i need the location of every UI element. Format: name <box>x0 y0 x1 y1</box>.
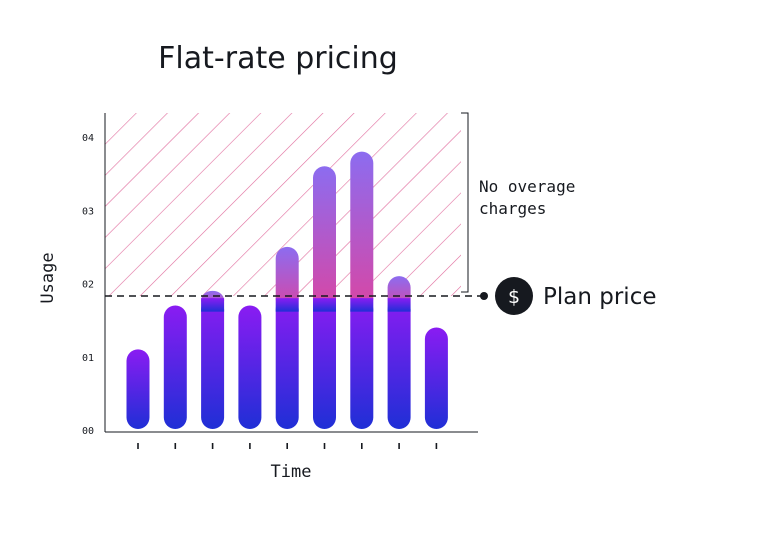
chart-title: Flat-rate pricing <box>158 41 398 76</box>
x-axis-label: Time <box>271 462 312 482</box>
bar <box>387 298 411 429</box>
bar <box>313 298 336 429</box>
bar <box>126 349 150 429</box>
bar-join <box>350 298 374 312</box>
bar <box>163 305 187 429</box>
y-axis-label: Usage <box>38 252 58 303</box>
plan-price-label: Plan price <box>543 284 656 310</box>
overage-bracket <box>461 112 469 293</box>
bar-join <box>275 298 299 312</box>
plan-price-line-end-dot <box>480 292 488 300</box>
bar-series <box>126 151 448 429</box>
y-tick-label: 00 <box>82 426 94 437</box>
bar <box>238 305 262 429</box>
y-axis-tick-labels: 00 01 02 03 04 <box>82 133 94 437</box>
y-tick-label: 02 <box>82 280 94 291</box>
y-tick-label: 01 <box>82 353 94 364</box>
bar-overage-segment <box>313 166 336 310</box>
bar <box>275 298 299 429</box>
overage-annotation: No overage charges <box>479 177 585 218</box>
dollar-symbol: $ <box>508 286 520 308</box>
x-axis-ticks <box>137 443 438 449</box>
y-tick-label: 04 <box>82 133 94 144</box>
overage-annotation-line-1: No overage <box>479 177 575 196</box>
bar-overage-segment <box>350 151 374 310</box>
overage-annotation-line-2: charges <box>479 199 546 218</box>
bar-join <box>387 298 411 312</box>
bar <box>350 298 374 429</box>
bar <box>201 298 225 429</box>
bar-join <box>313 298 336 312</box>
dollar-icon: $ <box>495 277 533 315</box>
bar-overage-segment <box>275 246 299 310</box>
bar-join <box>201 298 225 312</box>
y-tick-label: 03 <box>82 206 94 217</box>
bar <box>424 327 448 429</box>
